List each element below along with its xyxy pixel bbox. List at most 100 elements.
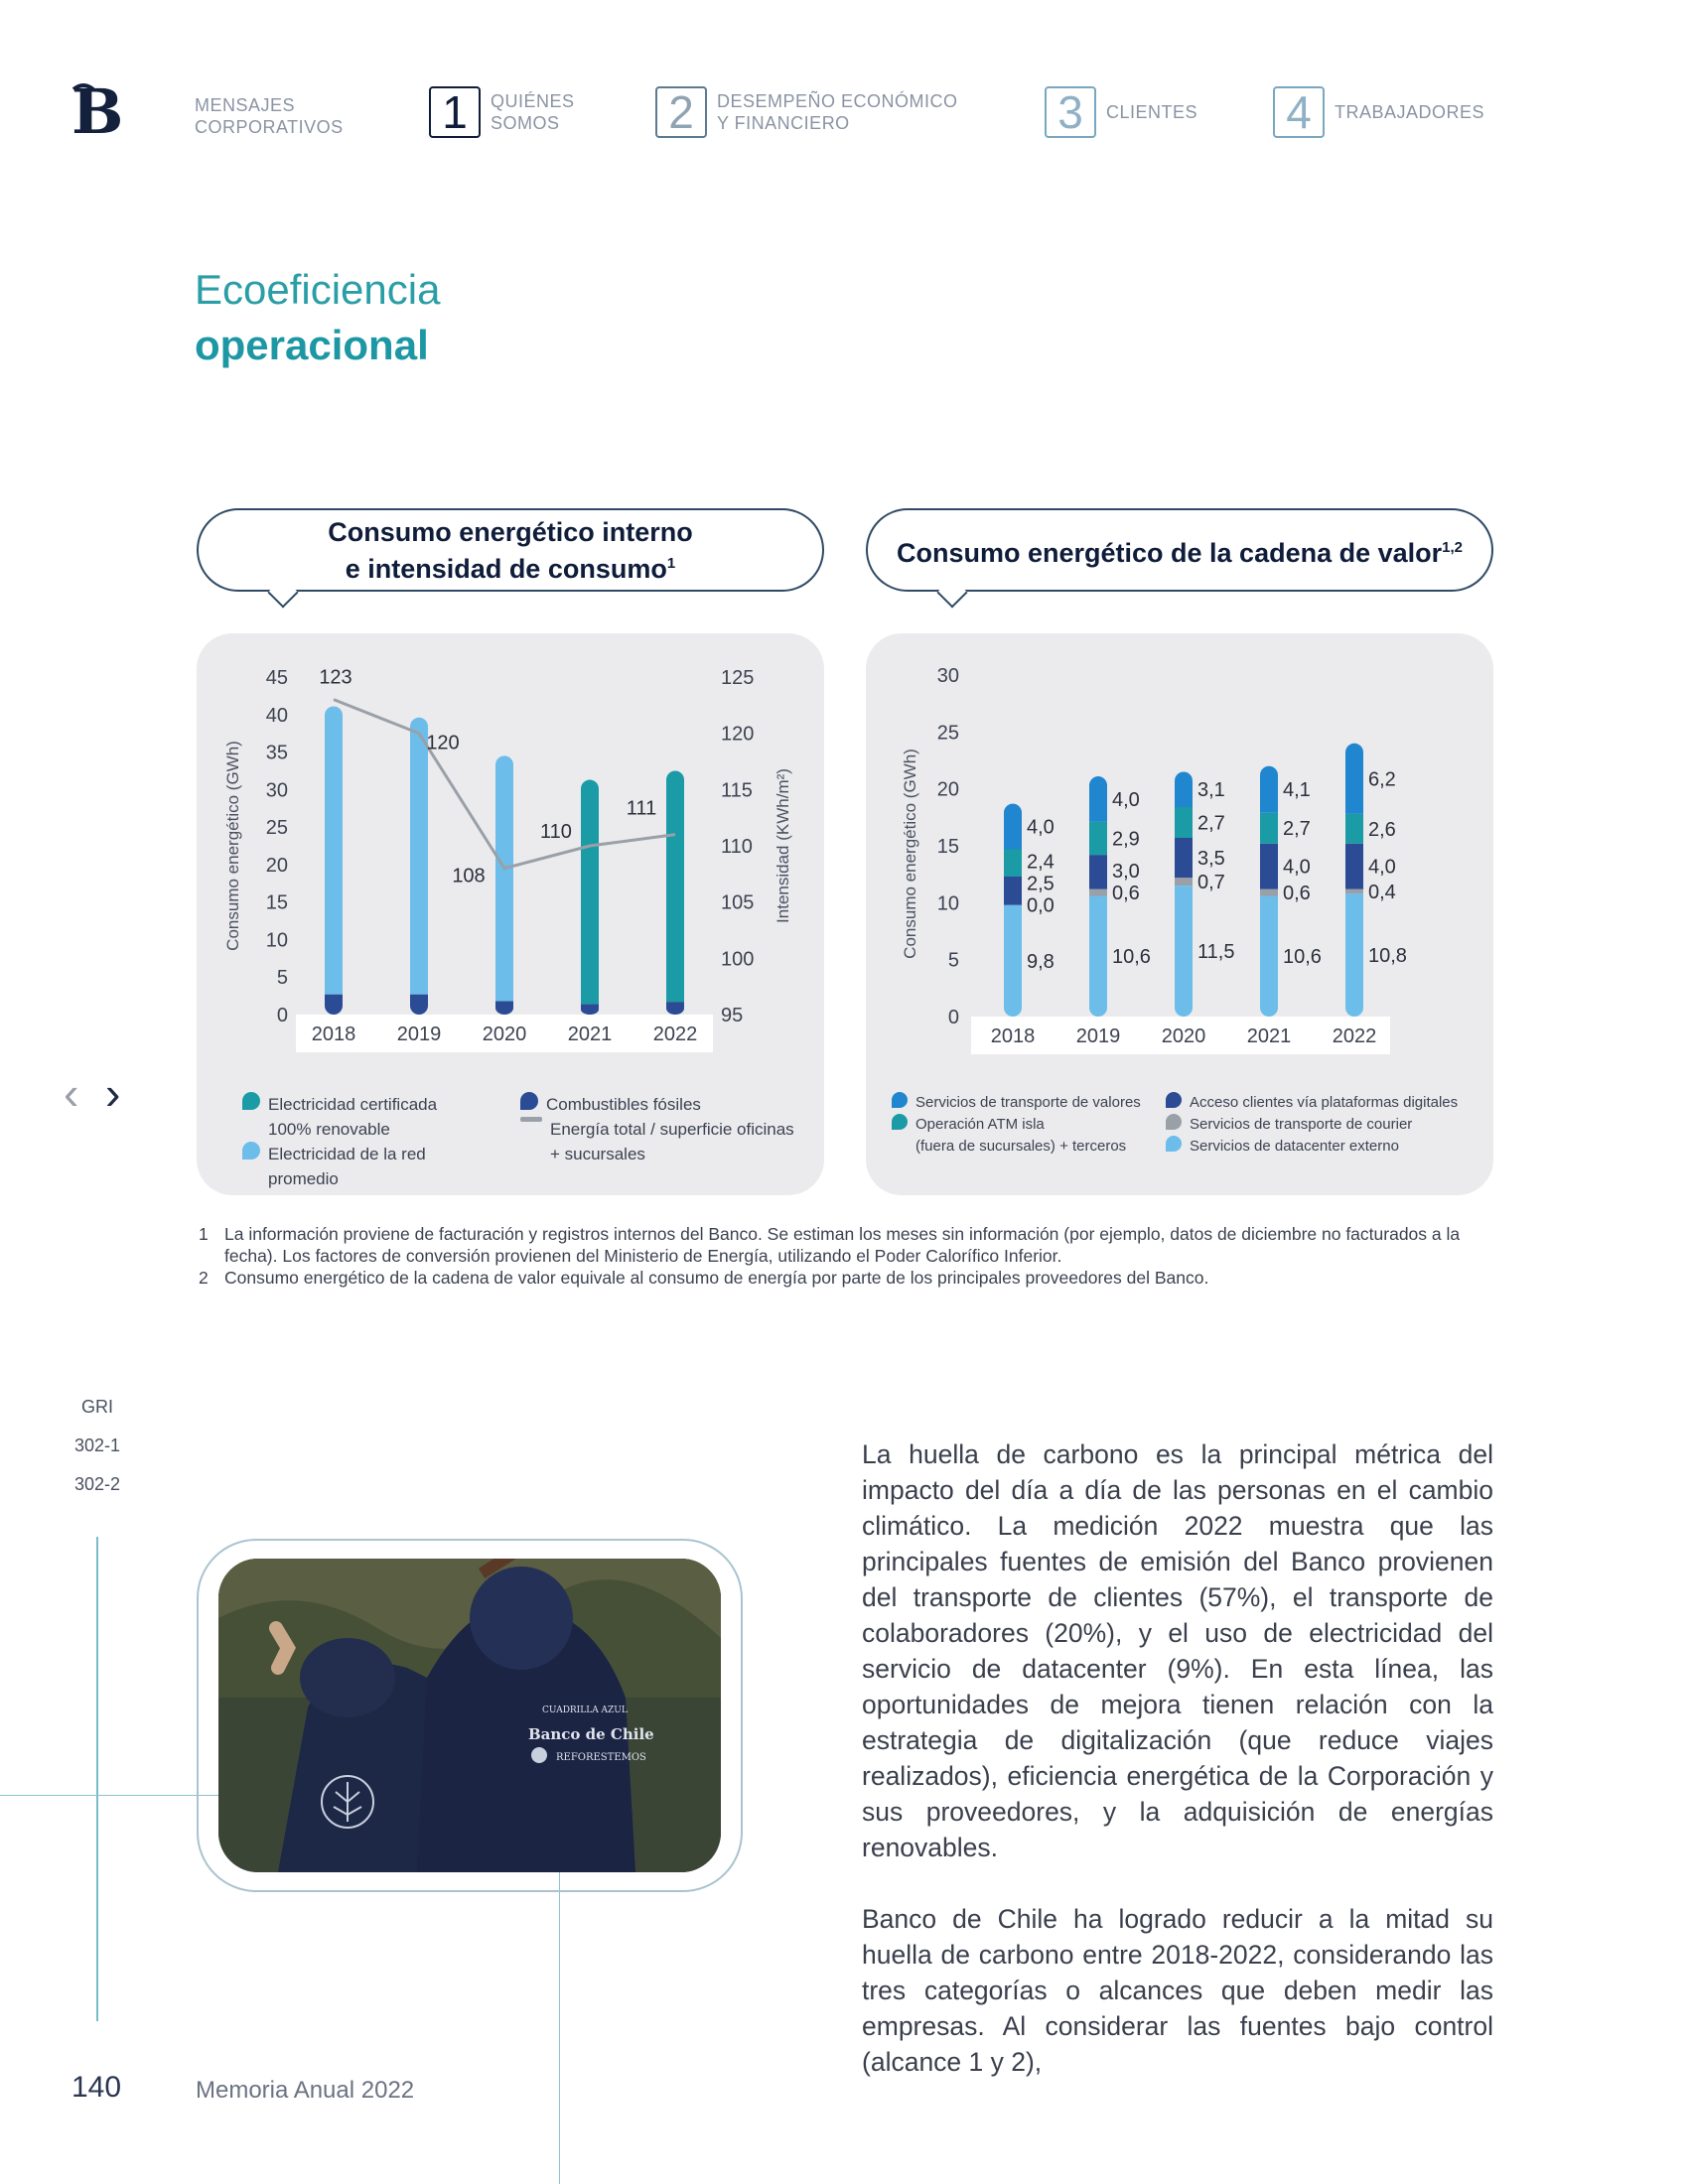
paragraph: La huella de carbono es la principal mét… <box>862 1439 1493 1862</box>
legend-swatch <box>520 1092 538 1110</box>
x-axis-band <box>971 1017 1390 1054</box>
nav-label: DESEMPEÑO ECONÓMICO <box>717 91 958 111</box>
nav-number: 1 <box>429 86 481 138</box>
photo-frame <box>197 1539 743 1892</box>
y-right-tick-label: 95 <box>721 1005 743 1026</box>
legend-swatch <box>1166 1114 1182 1130</box>
prev-page-arrow[interactable]: ‹ <box>64 1067 79 1119</box>
bar-segment <box>495 755 513 1002</box>
x-tick-label: 2018 <box>991 1025 1036 1047</box>
next-page-arrow[interactable]: › <box>105 1067 121 1119</box>
y-tick-label: 40 <box>266 705 288 727</box>
section-title: Ecoeficiencia <box>195 266 441 313</box>
bar-segment <box>581 1004 599 1015</box>
chart2-legend-2: Acceso clientes vía plataformas digitale… <box>1166 1092 1483 1158</box>
y-right-tick-label: 100 <box>721 948 754 970</box>
bar-value-label: 4,0 <box>1112 789 1140 811</box>
photo-caption: CUADRILLA AZUL <box>542 1706 628 1715</box>
legend-label: Electricidad certificada <box>268 1095 438 1114</box>
bar-segment <box>1175 771 1193 808</box>
bar-segment <box>495 1001 513 1015</box>
y-tick-label: 25 <box>937 722 959 744</box>
legend-label: Servicios de transporte de courier <box>1190 1116 1413 1133</box>
x-tick-label: 2018 <box>312 1024 356 1045</box>
bar-segment <box>325 706 343 995</box>
bar-value-label: 0,6 <box>1283 883 1311 904</box>
legend-label: Operación ATM isla <box>915 1116 1045 1133</box>
bar-value-label: 2,4 <box>1027 852 1055 874</box>
bar-value-label: 2,5 <box>1027 874 1055 895</box>
y-tick-label: 0 <box>277 1005 288 1026</box>
bar-value-label: 11,5 <box>1197 941 1234 963</box>
bar-value-label: 3,5 <box>1197 848 1225 870</box>
paragraph: Banco de Chile ha logrado reducir a la m… <box>862 1904 1493 2077</box>
bar-segment <box>1089 821 1107 856</box>
bar-segment <box>1345 813 1363 844</box>
bar-value-label: 0,4 <box>1368 882 1396 903</box>
legend-label: Combustibles fósiles <box>546 1095 701 1114</box>
gri-references: GRI 302-1 302-2 <box>62 1388 133 1504</box>
x-tick-label: 2021 <box>1247 1025 1292 1047</box>
footnote-ref: 1 <box>666 554 676 572</box>
x-axis-band <box>296 1015 713 1052</box>
chart2-legend: Servicios de transporte de valores Opera… <box>892 1092 1180 1158</box>
bar-segment <box>1345 888 1363 894</box>
bank-logo[interactable]: B <box>70 79 127 141</box>
y-tick-label: 30 <box>937 665 959 687</box>
legend-label: Acceso clientes vía plataformas digitale… <box>1190 1094 1459 1111</box>
bar-segment <box>666 770 684 1003</box>
chart1-legend: Electricidad certificada 100% renovable E… <box>242 1092 530 1191</box>
chart1-card: 45 40 35 30 25 20 15 10 5 0 125 120 115 110 105 100 95 Co… <box>197 633 824 1195</box>
photo-illustration <box>218 1559 721 1872</box>
bar-segment <box>1175 807 1193 838</box>
photo-caption: Banco de Chile <box>528 1725 654 1743</box>
legend-item: Combustibles fósiles <box>520 1092 818 1117</box>
y-tick-label: 15 <box>266 892 288 914</box>
nav-clientes[interactable]: 3 CLIENTES <box>1045 86 1197 138</box>
nav-label: CORPORATIVOS <box>195 117 344 137</box>
body-text: La huella de carbono es la principal mét… <box>862 1436 1493 2116</box>
bar-segment <box>1089 776 1107 822</box>
legend-swatch <box>242 1142 260 1160</box>
chart2-plot: 30 25 20 15 10 5 0 Consumo energético (GWh) 2018… <box>901 665 1407 1054</box>
footnote-number: 1 <box>199 1224 209 1244</box>
legend-item: Acceso clientes vía plataformas digitale… <box>1166 1092 1483 1114</box>
y-axis-title: Consumo energético (GWh) <box>223 741 242 951</box>
legend-swatch <box>520 1117 542 1122</box>
chart1-title-line2: e intensidad de consumo <box>345 553 667 584</box>
page-number: 140 <box>71 2071 122 2104</box>
legend-label: Electricidad de la red <box>268 1145 426 1163</box>
legend-label: Servicios de transporte de valores <box>915 1094 1141 1111</box>
bar-value-label: 2,7 <box>1283 818 1311 840</box>
bar-segment <box>1345 843 1363 889</box>
chart1-plot: 45403530252015105012512011511010510095Co… <box>223 667 792 1052</box>
x-tick-label: 2022 <box>1333 1025 1377 1047</box>
nav-label: CLIENTES <box>1106 102 1198 122</box>
bar-value-label: 4,0 <box>1368 857 1396 879</box>
bar-value-label: 0,0 <box>1027 895 1055 917</box>
bar-segment <box>1175 886 1193 1017</box>
nav-label: Y FINANCIERO <box>717 113 850 133</box>
bar-value-label: 3,0 <box>1112 861 1140 883</box>
chart2-title: Consumo energético de la cadena de valor <box>896 537 1443 568</box>
legend-label: (fuera de sucursales) + terceros <box>915 1138 1127 1155</box>
nav-quienes-somos[interactable]: 1 QUIÉNES SOMOS <box>429 86 575 138</box>
volunteers-photo: CUADRILLA AZUL Banco de Chile REFORESTEM… <box>218 1559 721 1872</box>
x-tick-label: 2019 <box>397 1024 442 1045</box>
section-subtitle: operacional <box>195 322 429 368</box>
nav-number: 4 <box>1273 86 1325 138</box>
nav-mensajes[interactable]: MENSAJES CORPORATIVOS <box>195 94 344 138</box>
svg-text:B: B <box>71 79 123 141</box>
bar-value-label: 0,7 <box>1197 872 1225 893</box>
y-tick-label: 10 <box>937 892 959 914</box>
nav-trabajadores[interactable]: 4 TRABAJADORES <box>1273 86 1484 138</box>
gri-code[interactable]: 302-1 <box>73 1435 121 1455</box>
bar-value-label: 2,6 <box>1368 819 1396 841</box>
nav-number: 3 <box>1045 86 1096 138</box>
nav-desempeno[interactable]: 2 DESEMPEÑO ECONÓMICO Y FINANCIERO <box>655 86 958 138</box>
y-tick-label: 25 <box>266 817 288 839</box>
gri-code[interactable]: 302-2 <box>73 1474 121 1494</box>
y-right-tick-label: 110 <box>721 836 753 858</box>
legend-item: Electricidad de la red promedio <box>242 1142 530 1191</box>
bar-value-label: 2,7 <box>1197 812 1225 834</box>
